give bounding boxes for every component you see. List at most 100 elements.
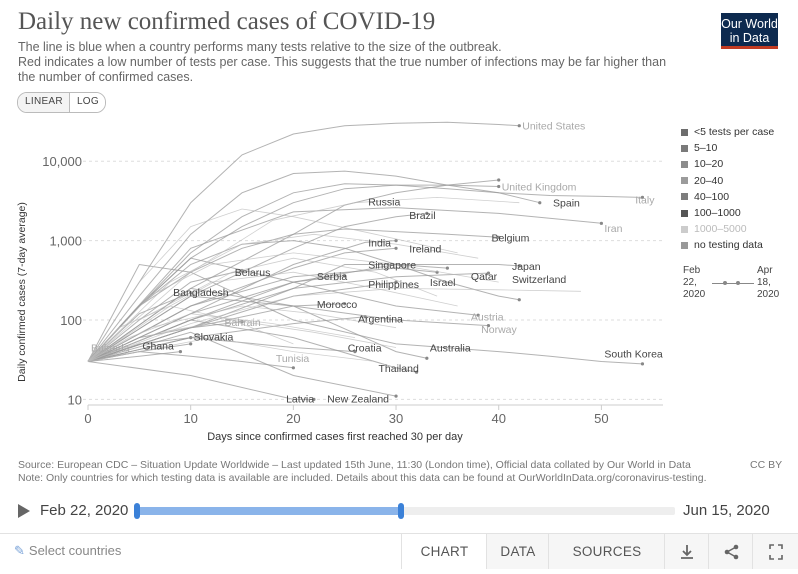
timeline-legend-dot bbox=[736, 281, 740, 285]
legend-swatch bbox=[681, 209, 688, 217]
legend-swatch bbox=[681, 225, 688, 233]
subtitle-line: The line is blue when a country performs… bbox=[18, 40, 502, 54]
note-line: Note: Only countries for which testing d… bbox=[18, 471, 707, 484]
legend-item: 10–20 bbox=[681, 156, 774, 172]
timeline-start-date: Feb 22, 2020 bbox=[40, 502, 129, 519]
series-label: United Kingdom bbox=[502, 182, 577, 194]
share-button[interactable] bbox=[708, 534, 753, 569]
series-end-point bbox=[517, 124, 521, 128]
series-line bbox=[87, 337, 191, 362]
series-end-point bbox=[517, 298, 521, 302]
series-label: Morocco bbox=[317, 299, 357, 311]
series-line bbox=[87, 361, 314, 400]
timeline-legend-line bbox=[712, 283, 754, 284]
background-series-line bbox=[87, 313, 356, 362]
license-label[interactable]: CC BY bbox=[750, 459, 783, 471]
legend-swatch bbox=[681, 160, 688, 168]
timeline-track[interactable] bbox=[137, 507, 675, 515]
timeline-slider[interactable]: Feb 22, 2020 Jun 15, 2020 bbox=[0, 502, 798, 520]
chart-subtitle: The line is blue when a country performs… bbox=[18, 40, 678, 85]
series-end-point bbox=[394, 280, 398, 284]
fullscreen-button[interactable] bbox=[752, 534, 798, 569]
owid-logo[interactable]: Our World in Data bbox=[721, 13, 778, 49]
series-label: Belgium bbox=[491, 232, 529, 244]
series-line bbox=[87, 170, 540, 362]
series-line bbox=[87, 303, 345, 362]
bottom-controls: ✎ Select countries CHART DATA SOURCES bbox=[0, 533, 798, 569]
source-note: Source: European CDC – Situation Update … bbox=[18, 459, 707, 484]
select-countries-label: Select countries bbox=[28, 543, 122, 558]
series-end-point bbox=[445, 266, 449, 270]
select-countries-button[interactable]: ✎ Select countries bbox=[14, 543, 121, 559]
series-end-point bbox=[394, 238, 398, 243]
series-label: Switzerland bbox=[512, 274, 566, 286]
series-line bbox=[87, 351, 181, 362]
scale-toggle[interactable]: LINEAR LOG bbox=[17, 92, 106, 113]
timeline-end-handle[interactable] bbox=[397, 503, 404, 519]
pencil-icon: ✎ bbox=[14, 543, 25, 558]
legend-item: 40–100 bbox=[681, 189, 774, 205]
series-label: Bulgaria bbox=[91, 343, 130, 355]
timeline-selected-range[interactable] bbox=[137, 507, 401, 515]
series-label: Israel bbox=[430, 277, 456, 289]
background-series-line bbox=[87, 305, 397, 362]
series-end-point bbox=[599, 221, 603, 225]
source-line: Source: European CDC – Situation Update … bbox=[18, 459, 691, 471]
series-end-point bbox=[414, 370, 419, 374]
series-label: Australia bbox=[430, 343, 471, 355]
legend-label: no testing data bbox=[694, 239, 763, 252]
download-button[interactable] bbox=[664, 534, 709, 569]
background-series-line bbox=[87, 196, 520, 362]
series-lines bbox=[87, 121, 645, 401]
legend-label: 10–20 bbox=[694, 158, 724, 171]
y-tick-label: 100 bbox=[60, 313, 82, 328]
linear-scale-button[interactable]: LINEAR bbox=[18, 93, 69, 112]
background-series-line bbox=[87, 271, 458, 362]
series-label: Belarus bbox=[235, 267, 271, 279]
series-end-point bbox=[312, 397, 316, 401]
series-line bbox=[87, 228, 499, 362]
series-line bbox=[87, 331, 397, 397]
series-end-point bbox=[425, 211, 429, 216]
legend-swatch bbox=[681, 144, 688, 152]
series-end-point bbox=[517, 264, 521, 268]
subtitle-line: the number of confirmed cases. bbox=[18, 70, 194, 84]
series-end-point bbox=[486, 271, 491, 275]
play-icon[interactable] bbox=[18, 504, 30, 518]
fullscreen-icon bbox=[769, 544, 783, 560]
x-tick-label: 50 bbox=[594, 411, 608, 426]
series-end-point bbox=[497, 178, 501, 182]
log-scale-button[interactable]: LOG bbox=[68, 93, 105, 112]
subtitle-line: Red indicates a low number of tests per … bbox=[18, 55, 667, 69]
tab-chart[interactable]: CHART bbox=[401, 534, 487, 569]
series-label: Ireland bbox=[409, 243, 441, 255]
tab-sources[interactable]: SOURCES bbox=[548, 534, 665, 569]
x-tick-label: 10 bbox=[183, 411, 197, 426]
series-end-point bbox=[497, 184, 501, 189]
series-label: Japan bbox=[512, 261, 541, 273]
series-line bbox=[87, 287, 427, 362]
timeline-start-handle[interactable] bbox=[134, 503, 140, 519]
series-label: Norway bbox=[481, 324, 517, 336]
series-label: Philippines bbox=[368, 279, 419, 291]
legend-swatch bbox=[681, 128, 688, 136]
legend-swatch bbox=[681, 241, 688, 249]
series-label: Spain bbox=[553, 198, 580, 210]
legend-swatch bbox=[681, 177, 688, 185]
background-series-line bbox=[87, 257, 438, 362]
tab-data[interactable]: DATA bbox=[486, 534, 549, 569]
series-end-point bbox=[476, 313, 480, 317]
series-label: Austria bbox=[471, 312, 504, 324]
series-label: South Korea bbox=[604, 348, 663, 360]
series-end-point bbox=[343, 302, 347, 306]
series-label: Latvia bbox=[286, 394, 314, 406]
background-series-line bbox=[87, 305, 294, 362]
logo-line: Our World bbox=[721, 17, 778, 31]
x-tick-label: 40 bbox=[491, 411, 505, 426]
background-series-line bbox=[87, 233, 479, 362]
series-line bbox=[87, 207, 602, 362]
legend-label: <5 tests per case bbox=[694, 126, 775, 139]
y-tick-label: 10 bbox=[68, 392, 82, 407]
